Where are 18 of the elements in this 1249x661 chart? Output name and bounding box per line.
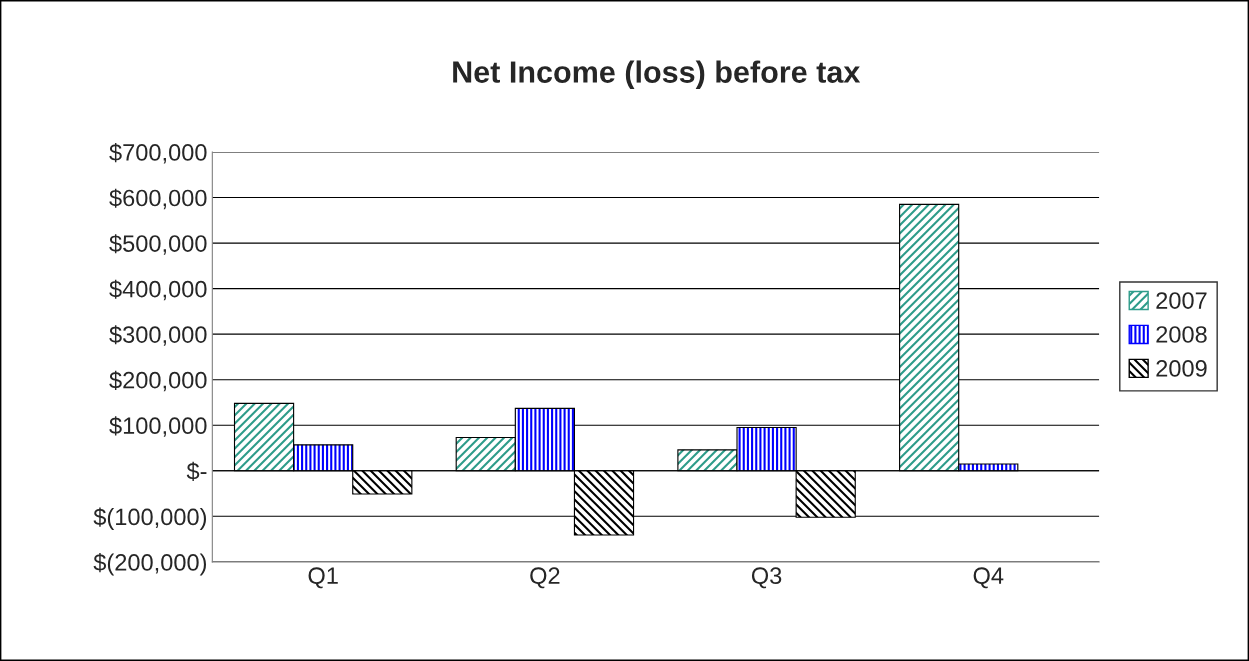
y-tick-label: $(200,000) — [93, 553, 207, 576]
legend-label: 2008 — [1156, 326, 1207, 343]
x-tick-label: Q4 — [973, 567, 1004, 589]
x-tick-label: Q3 — [751, 567, 782, 589]
y-tick-label: $200,000 — [109, 370, 207, 392]
y-tick-label: $400,000 — [109, 279, 207, 301]
legend-label: 2007 — [1156, 292, 1207, 309]
chart-title: Net Income (loss) before tax — [453, 60, 861, 89]
y-tick-label: $300,000 — [109, 325, 207, 346]
legend-label: 2009 — [1156, 360, 1207, 377]
y-tick-label: $600,000 — [109, 188, 207, 210]
x-tick-label: Q1 — [308, 567, 338, 589]
y-tick-label: $500,000 — [109, 234, 207, 255]
y-tick-label: $(100,000) — [93, 507, 207, 530]
y-tick-label: $100,000 — [109, 416, 207, 437]
x-tick-label: Q2 — [530, 567, 560, 589]
y-tick-label: $700,000 — [109, 143, 207, 164]
y-tick-label: $- — [186, 461, 207, 481]
